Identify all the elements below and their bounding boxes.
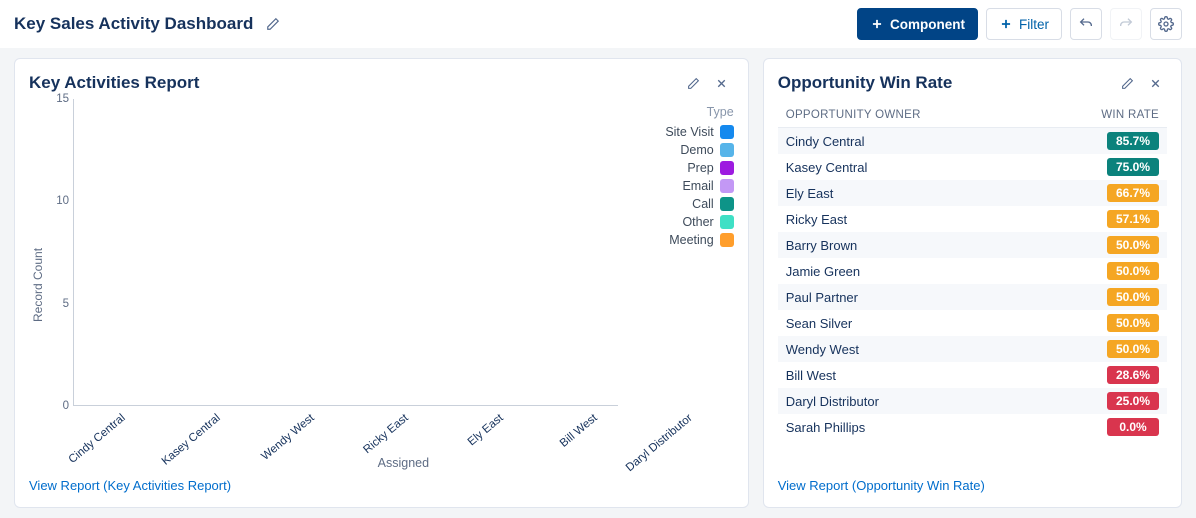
owner-cell: Sarah Phillips <box>786 420 1107 435</box>
table-row[interactable]: Daryl Distributor25.0% <box>778 388 1167 414</box>
y-tick: 15 <box>56 93 69 105</box>
add-component-button[interactable]: Component <box>857 8 978 40</box>
y-axis: 051015 <box>47 99 73 406</box>
table-row[interactable]: Jamie Green50.0% <box>778 258 1167 284</box>
table-row[interactable]: Paul Partner50.0% <box>778 284 1167 310</box>
owner-cell: Paul Partner <box>786 290 1107 305</box>
settings-button[interactable] <box>1150 8 1182 40</box>
owner-cell: Sean Silver <box>786 316 1107 331</box>
view-report-link[interactable]: View Report (Key Activities Report) <box>29 478 734 493</box>
legend-item-prep[interactable]: Prep <box>618 161 734 175</box>
x-axis: Assigned Cindy CentralKasey CentralWendy… <box>73 406 734 470</box>
win-rate-badge: 85.7% <box>1107 132 1159 150</box>
y-tick: 0 <box>63 400 69 412</box>
win-rate-badge: 25.0% <box>1107 392 1159 410</box>
dashboard-header: Key Sales Activity Dashboard Component F… <box>0 0 1196 48</box>
legend-label: Meeting <box>669 233 713 247</box>
win-rate-table: OPPORTUNITY OWNER WIN RATE Cindy Central… <box>778 103 1167 440</box>
win-rate-badge: 50.0% <box>1107 288 1159 306</box>
win-rate-badge: 50.0% <box>1107 262 1159 280</box>
table-row[interactable]: Sean Silver50.0% <box>778 310 1167 336</box>
legend-swatch <box>720 125 734 139</box>
legend-item-site_visit[interactable]: Site Visit <box>618 125 734 139</box>
edit-title-icon[interactable] <box>261 12 285 36</box>
owner-cell: Bill West <box>786 368 1107 383</box>
card-title: Key Activities Report <box>29 73 199 93</box>
chart-area: Record Count 051015 Type Site VisitDemoP… <box>29 99 734 470</box>
y-tick: 5 <box>63 298 69 310</box>
legend-item-meeting[interactable]: Meeting <box>618 233 734 247</box>
win-rate-badge: 28.6% <box>1107 366 1159 384</box>
page-title: Key Sales Activity Dashboard <box>14 14 253 34</box>
table-row[interactable]: Bill West28.6% <box>778 362 1167 388</box>
add-filter-label: Filter <box>1019 17 1049 32</box>
y-axis-label: Record Count <box>29 99 47 470</box>
table-row[interactable]: Wendy West50.0% <box>778 336 1167 362</box>
toolbar: Component Filter <box>857 8 1182 40</box>
legend-item-demo[interactable]: Demo <box>618 143 734 157</box>
x-tick: Ely East <box>465 412 505 448</box>
redo-button[interactable] <box>1110 8 1142 40</box>
legend-item-email[interactable]: Email <box>618 179 734 193</box>
table-row[interactable]: Ely East66.7% <box>778 180 1167 206</box>
owner-cell: Barry Brown <box>786 238 1107 253</box>
card-title: Opportunity Win Rate <box>778 73 953 93</box>
legend-swatch <box>720 179 734 193</box>
close-table-icon[interactable] <box>1143 71 1167 95</box>
chart-legend: Type Site Visit Demo Prep Email Call Other Mee… <box>618 99 734 406</box>
legend-swatch <box>720 233 734 247</box>
win-rate-badge: 50.0% <box>1107 236 1159 254</box>
add-filter-button[interactable]: Filter <box>986 8 1062 40</box>
legend-label: Demo <box>680 143 713 157</box>
legend-label: Call <box>692 197 714 211</box>
owner-cell: Ricky East <box>786 212 1107 227</box>
col-owner: OPPORTUNITY OWNER <box>786 109 1089 121</box>
x-tick: Ricky East <box>362 412 411 456</box>
owner-cell: Wendy West <box>786 342 1107 357</box>
x-tick: Bill West <box>558 412 600 450</box>
legend-swatch <box>720 143 734 157</box>
legend-swatch <box>720 197 734 211</box>
legend-item-call[interactable]: Call <box>618 197 734 211</box>
edit-table-icon[interactable] <box>1115 71 1139 95</box>
key-activities-card: Key Activities Report Record Count 0 5 10 1… <box>14 58 749 508</box>
win-rate-badge: 75.0% <box>1107 158 1159 176</box>
win-rate-card: Opportunity Win Rate OPPORTUNITY OWNER W… <box>763 58 1182 508</box>
legend-swatch <box>720 161 734 175</box>
legend-label: Prep <box>687 161 713 175</box>
legend-swatch <box>720 215 734 229</box>
y-tick: 10 <box>56 195 69 207</box>
owner-cell: Kasey Central <box>786 160 1107 175</box>
table-row[interactable]: Cindy Central85.7% <box>778 128 1167 154</box>
legend-label: Email <box>682 179 713 193</box>
col-rate: WIN RATE <box>1089 109 1159 121</box>
table-row[interactable]: Barry Brown50.0% <box>778 232 1167 258</box>
win-rate-badge: 50.0% <box>1107 340 1159 358</box>
legend-label: Site Visit <box>665 125 713 139</box>
owner-cell: Jamie Green <box>786 264 1107 279</box>
edit-chart-icon[interactable] <box>682 71 706 95</box>
undo-button[interactable] <box>1070 8 1102 40</box>
add-component-label: Component <box>890 17 965 32</box>
table-row[interactable]: Kasey Central75.0% <box>778 154 1167 180</box>
owner-cell: Ely East <box>786 186 1107 201</box>
close-chart-icon[interactable] <box>710 71 734 95</box>
win-rate-badge: 0.0% <box>1107 418 1159 436</box>
chart-plot <box>73 99 618 406</box>
owner-cell: Cindy Central <box>786 134 1107 149</box>
owner-cell: Daryl Distributor <box>786 394 1107 409</box>
legend-label: Other <box>682 215 713 229</box>
view-report-link[interactable]: View Report (Opportunity Win Rate) <box>778 478 1167 493</box>
legend-item-other[interactable]: Other <box>618 215 734 229</box>
win-rate-badge: 50.0% <box>1107 314 1159 332</box>
win-rate-badge: 57.1% <box>1107 210 1159 228</box>
table-row[interactable]: Sarah Phillips0.0% <box>778 414 1167 440</box>
win-rate-badge: 66.7% <box>1107 184 1159 202</box>
legend-title: Type <box>618 105 734 119</box>
table-row[interactable]: Ricky East57.1% <box>778 206 1167 232</box>
